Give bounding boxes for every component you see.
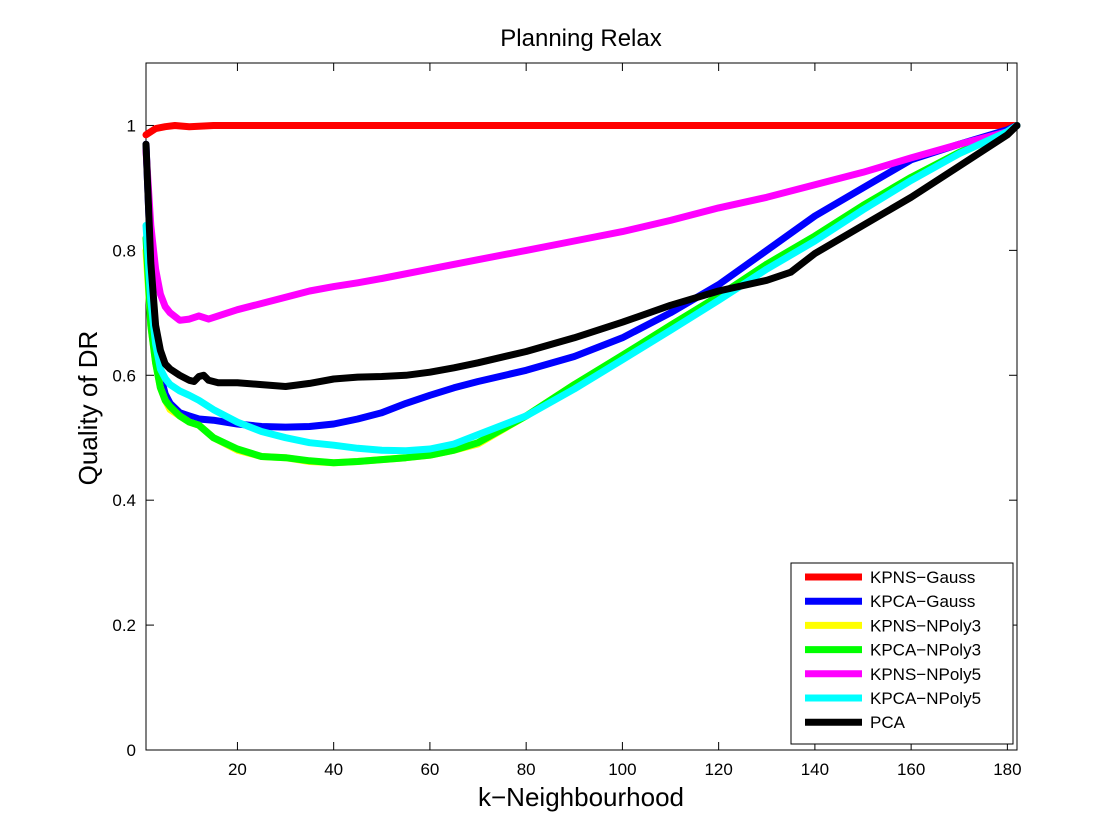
x-tick-label: 140	[801, 760, 829, 779]
series-lines	[142, 122, 1021, 467]
chart-title: Planning Relax	[500, 25, 661, 52]
legend-label: KPNS−Gauss	[870, 568, 975, 587]
series-line	[142, 122, 1021, 390]
series-line	[142, 122, 1021, 139]
y-tick-label: 0.6	[112, 366, 136, 385]
x-axis-label: k−Neighbourhood	[478, 782, 684, 812]
legend: KPNS−Gauss KPCA−Gauss KPNS−NPoly3 KPCA−NPol…	[790, 562, 1014, 745]
legend-label: KPNS−NPoly5	[870, 665, 981, 684]
x-tick-label: 20	[228, 760, 247, 779]
y-tick-label: 1	[127, 116, 136, 135]
y-tick-label: 0	[127, 741, 136, 760]
legend-box	[790, 562, 1014, 745]
y-tick-label: 0.2	[112, 616, 136, 635]
x-tick-label: 60	[420, 760, 439, 779]
legend-label: KPCA−Gauss	[870, 592, 975, 611]
series-line	[142, 122, 1021, 467]
x-tick-label: 160	[897, 760, 925, 779]
x-tick-label: 180	[993, 760, 1021, 779]
x-tick-label: 80	[517, 760, 536, 779]
legend-label: KPCA−NPoly3	[870, 641, 981, 660]
legend-label: KPCA−NPoly5	[870, 689, 981, 708]
legend-label: PCA	[870, 713, 906, 732]
x-tick-label: 100	[608, 760, 636, 779]
x-tick-label: 40	[324, 760, 343, 779]
axis-ticks: 20 40 60 80 100 120 140 160 180 0 0.2 0.4 0.6 0.8 1	[112, 63, 1022, 779]
y-tick-label: 0.8	[112, 241, 136, 260]
y-axis-label: Quality of DR	[73, 331, 103, 486]
legend-label: KPNS−NPoly3	[870, 616, 981, 635]
y-tick-label: 0.4	[112, 491, 136, 510]
series-line	[142, 122, 1021, 455]
series-line	[142, 122, 1021, 324]
x-tick-label: 120	[704, 760, 732, 779]
